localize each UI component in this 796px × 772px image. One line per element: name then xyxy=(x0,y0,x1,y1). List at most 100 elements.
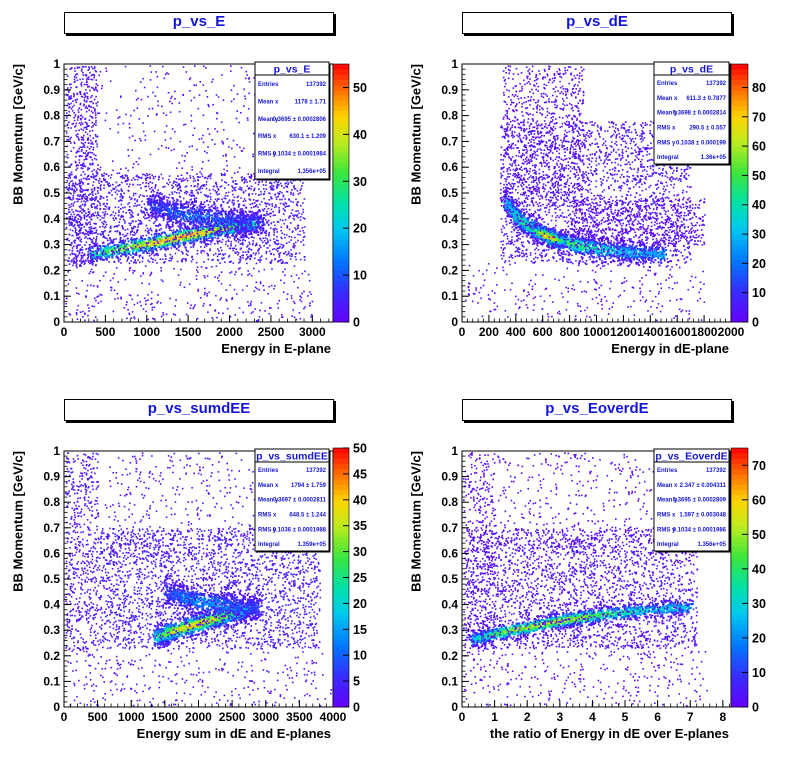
heatmap-cell xyxy=(280,203,282,205)
heatmap-cell xyxy=(196,222,198,224)
heatmap-cell xyxy=(300,219,302,221)
heatmap-cell xyxy=(207,178,209,180)
heatmap-cell xyxy=(282,261,284,263)
heatmap-cell xyxy=(175,239,177,241)
heatmap-cell xyxy=(77,201,79,203)
heatmap-cell xyxy=(89,260,91,262)
heatmap-cell xyxy=(87,251,89,253)
heatmap-cell xyxy=(251,217,253,219)
heatmap-cell xyxy=(230,219,232,221)
heatmap-cell xyxy=(247,185,249,187)
heatmap-cell xyxy=(169,226,171,228)
heatmap-cell xyxy=(189,232,191,234)
heatmap-cell xyxy=(119,172,121,174)
heatmap-cell xyxy=(118,261,120,263)
heatmap-cell xyxy=(80,164,82,166)
heatmap-cell xyxy=(180,227,182,229)
heatmap-cell xyxy=(153,208,155,210)
heatmap-cell xyxy=(304,259,306,261)
heatmap-cell xyxy=(142,182,144,184)
heatmap-cell xyxy=(146,218,148,220)
heatmap-cell xyxy=(176,223,178,225)
heatmap-cell xyxy=(304,226,306,228)
heatmap-cell xyxy=(90,219,92,221)
heatmap-cell xyxy=(95,258,97,260)
heatmap-cell xyxy=(254,290,256,292)
heatmap-cell xyxy=(103,259,105,261)
heatmap-cell xyxy=(71,203,73,205)
heatmap-cell xyxy=(210,234,212,236)
heatmap-cell xyxy=(159,203,161,205)
heatmap-cell xyxy=(137,260,139,262)
heatmap-cell xyxy=(220,218,222,220)
heatmap-cell xyxy=(204,185,206,187)
heatmap-cell xyxy=(130,247,132,249)
heatmap-cell xyxy=(246,254,248,256)
heatmap-cell xyxy=(129,202,131,204)
heatmap-cell xyxy=(193,181,195,183)
heatmap-cell xyxy=(191,195,193,197)
heatmap-cell xyxy=(172,215,174,217)
heatmap-cell xyxy=(262,230,264,232)
heatmap-cell xyxy=(84,234,86,236)
heatmap-cell xyxy=(73,195,75,197)
heatmap-cell xyxy=(80,93,82,95)
heatmap-cell xyxy=(82,209,84,211)
heatmap-cell xyxy=(190,177,192,179)
heatmap-cell xyxy=(252,211,254,213)
heatmap-cell xyxy=(104,173,106,175)
heatmap-cell xyxy=(136,201,138,203)
heatmap-cell xyxy=(139,220,141,222)
heatmap-cell xyxy=(134,199,136,201)
heatmap-cell xyxy=(92,239,94,241)
heatmap-cell xyxy=(253,190,255,192)
heatmap-cell xyxy=(295,256,297,258)
heatmap-cell xyxy=(167,215,169,217)
heatmap-cell xyxy=(80,224,82,226)
heatmap-cell xyxy=(242,212,244,214)
heatmap-cell xyxy=(81,122,83,124)
heatmap-cell xyxy=(204,194,206,196)
heatmap-cell xyxy=(118,214,120,216)
heatmap-cell xyxy=(70,95,72,97)
heatmap-cell xyxy=(81,212,83,214)
heatmap-cell xyxy=(136,230,138,232)
heatmap-cell xyxy=(258,253,260,255)
heatmap-cell xyxy=(216,200,218,202)
heatmap-cell xyxy=(185,191,187,193)
heatmap-cell xyxy=(94,215,96,217)
heatmap-cell xyxy=(86,179,88,181)
heatmap-cell xyxy=(140,187,142,189)
heatmap-cell xyxy=(67,87,69,89)
heatmap-cell xyxy=(128,256,130,258)
heatmap-cell xyxy=(146,252,148,254)
heatmap-cell xyxy=(165,227,167,229)
heatmap-cell xyxy=(129,263,131,265)
heatmap-cell xyxy=(195,227,197,229)
heatmap-cell xyxy=(145,182,147,184)
heatmap-cell xyxy=(290,181,292,183)
heatmap-cell xyxy=(245,216,247,218)
heatmap-cell xyxy=(208,195,210,197)
heatmap-cell xyxy=(133,177,135,179)
heatmap-cell xyxy=(73,147,75,149)
heatmap-cell xyxy=(89,193,91,195)
heatmap-cell xyxy=(130,223,132,225)
heatmap-cell xyxy=(246,181,248,183)
heatmap-cell xyxy=(70,83,72,85)
heatmap-cell xyxy=(193,211,195,213)
heatmap-cell xyxy=(245,218,247,220)
heatmap-cell xyxy=(87,96,89,98)
heatmap-cell xyxy=(95,244,97,246)
heatmap-cell xyxy=(76,123,78,125)
heatmap-cell xyxy=(214,214,216,216)
heatmap-cell xyxy=(298,193,300,195)
heatmap-cell xyxy=(101,181,103,183)
heatmap-cell xyxy=(262,227,264,229)
heatmap-cell xyxy=(68,197,70,199)
heatmap-cell xyxy=(90,97,92,99)
heatmap-cell xyxy=(83,226,85,228)
heatmap-cell xyxy=(298,217,300,219)
heatmap-cell xyxy=(264,193,266,195)
heatmap-cell xyxy=(151,187,153,189)
